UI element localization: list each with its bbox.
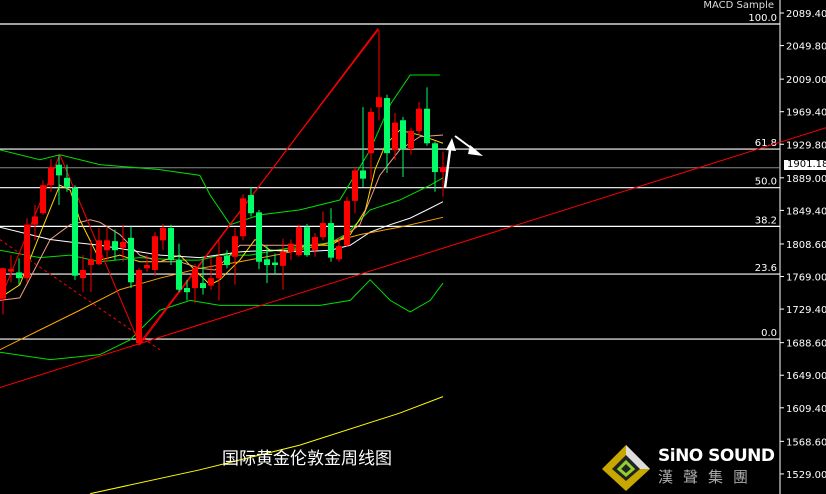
ma-line [90, 396, 444, 494]
candle-up [104, 240, 110, 251]
candle-up [288, 243, 294, 252]
y-tick-label: 1688.60 [786, 339, 826, 350]
y-tick-label: 1729.40 [786, 305, 826, 316]
bollinger-line [0, 74, 440, 226]
fib-level-label: 50.0 [755, 177, 777, 188]
candle-down [64, 177, 70, 187]
candle-down [184, 288, 190, 293]
candle-down [328, 223, 334, 258]
candle-down [264, 259, 270, 266]
y-tick-label: 1649.00 [786, 371, 826, 382]
right-arrow-head-icon [468, 145, 483, 156]
candle-up [24, 224, 30, 279]
chart-title: 国际黄金伦敦金周线图 [222, 449, 392, 469]
bollinger-line [0, 279, 444, 361]
candle-up [192, 268, 198, 289]
fib-level-label: 38.2 [755, 215, 777, 226]
y-tick-label: 2049.80 [786, 42, 826, 53]
candle-up [0, 268, 6, 299]
y-tick-label: 1568.60 [786, 437, 826, 448]
candle-up [368, 112, 374, 154]
candle-down [16, 272, 22, 279]
y-tick-label: 2089.40 [786, 9, 826, 20]
candle-down [128, 237, 134, 283]
candle-down [360, 170, 366, 179]
candle-up [232, 236, 238, 257]
candle-up [32, 216, 38, 225]
y-tick-label: 1849.40 [786, 206, 826, 217]
candle-down [248, 195, 254, 214]
zigzag-line [0, 27, 379, 346]
y-tick-label: 1889.00 [786, 174, 826, 185]
candle-up [408, 130, 414, 150]
candle-up [96, 240, 102, 265]
indicator-label: MACD Sample [703, 0, 774, 11]
candle-up [120, 241, 126, 248]
candle-up [320, 223, 326, 238]
candle-down [432, 143, 438, 173]
candle-up [80, 269, 86, 279]
sino-sound-logo: SiNO SOUND 漢聲集團 [600, 443, 776, 493]
candle-up [344, 200, 350, 246]
candle-up [240, 198, 246, 237]
candle-down [56, 164, 62, 176]
y-tick-label: 1808.60 [786, 240, 826, 251]
candle-up [88, 259, 94, 266]
candle-up [48, 167, 54, 186]
candle-down [72, 187, 78, 276]
ma-line [0, 201, 444, 259]
bollinger-line [0, 177, 444, 263]
ma-line [0, 216, 444, 351]
candle-down [256, 212, 262, 262]
candle-up [8, 269, 14, 272]
candle-down [112, 241, 118, 251]
candle-up [392, 122, 398, 150]
candle-up [160, 228, 166, 241]
dashed-line [0, 239, 161, 351]
candle-up [312, 237, 318, 251]
y-tick-label: 1929.80 [786, 140, 826, 151]
logo-text-cn: 漢聲集團 [658, 468, 759, 486]
current-price-tag: 1901.18 [784, 159, 826, 170]
candle-up [336, 246, 342, 260]
y-tick-label: 1609.40 [786, 404, 826, 415]
candle-up [440, 167, 446, 173]
candle-down [424, 108, 430, 144]
fib-level-label: 23.6 [755, 263, 777, 274]
diamond-logo-icon [602, 445, 650, 491]
y-tick-label: 1969.40 [786, 108, 826, 119]
y-tick-label: 1769.00 [786, 273, 826, 284]
candle-down [224, 255, 230, 266]
candle-up [208, 278, 214, 286]
candle-up [296, 227, 302, 256]
y-tick-label: 1529.00 [786, 470, 826, 481]
candle-down [168, 228, 174, 261]
trendline-line [0, 127, 826, 389]
candle-down [200, 283, 206, 289]
candle-up [136, 269, 142, 344]
candle-down [384, 98, 390, 154]
candle-up [216, 256, 222, 279]
up-arrow-head-icon [446, 138, 456, 151]
candle-down [304, 227, 310, 256]
logo-text-en: SiNO SOUND [658, 446, 775, 466]
candle-up [376, 97, 382, 108]
ma-line [0, 134, 444, 301]
fib-level-label: 0.0 [761, 328, 777, 339]
fib-level-label: 61.8 [755, 138, 777, 149]
candle-up [352, 170, 358, 201]
candle-down [400, 120, 406, 150]
y-tick-label: 2009.00 [786, 75, 826, 86]
candle-down [272, 262, 278, 266]
candle-up [40, 185, 46, 214]
candle-up [416, 108, 422, 131]
candle-up [280, 251, 286, 266]
candle-up [144, 265, 150, 269]
up-arrow-shaft [443, 149, 452, 189]
candle-down [176, 260, 182, 290]
fib-level-label: 100.0 [748, 13, 777, 24]
candle-up [152, 236, 158, 270]
